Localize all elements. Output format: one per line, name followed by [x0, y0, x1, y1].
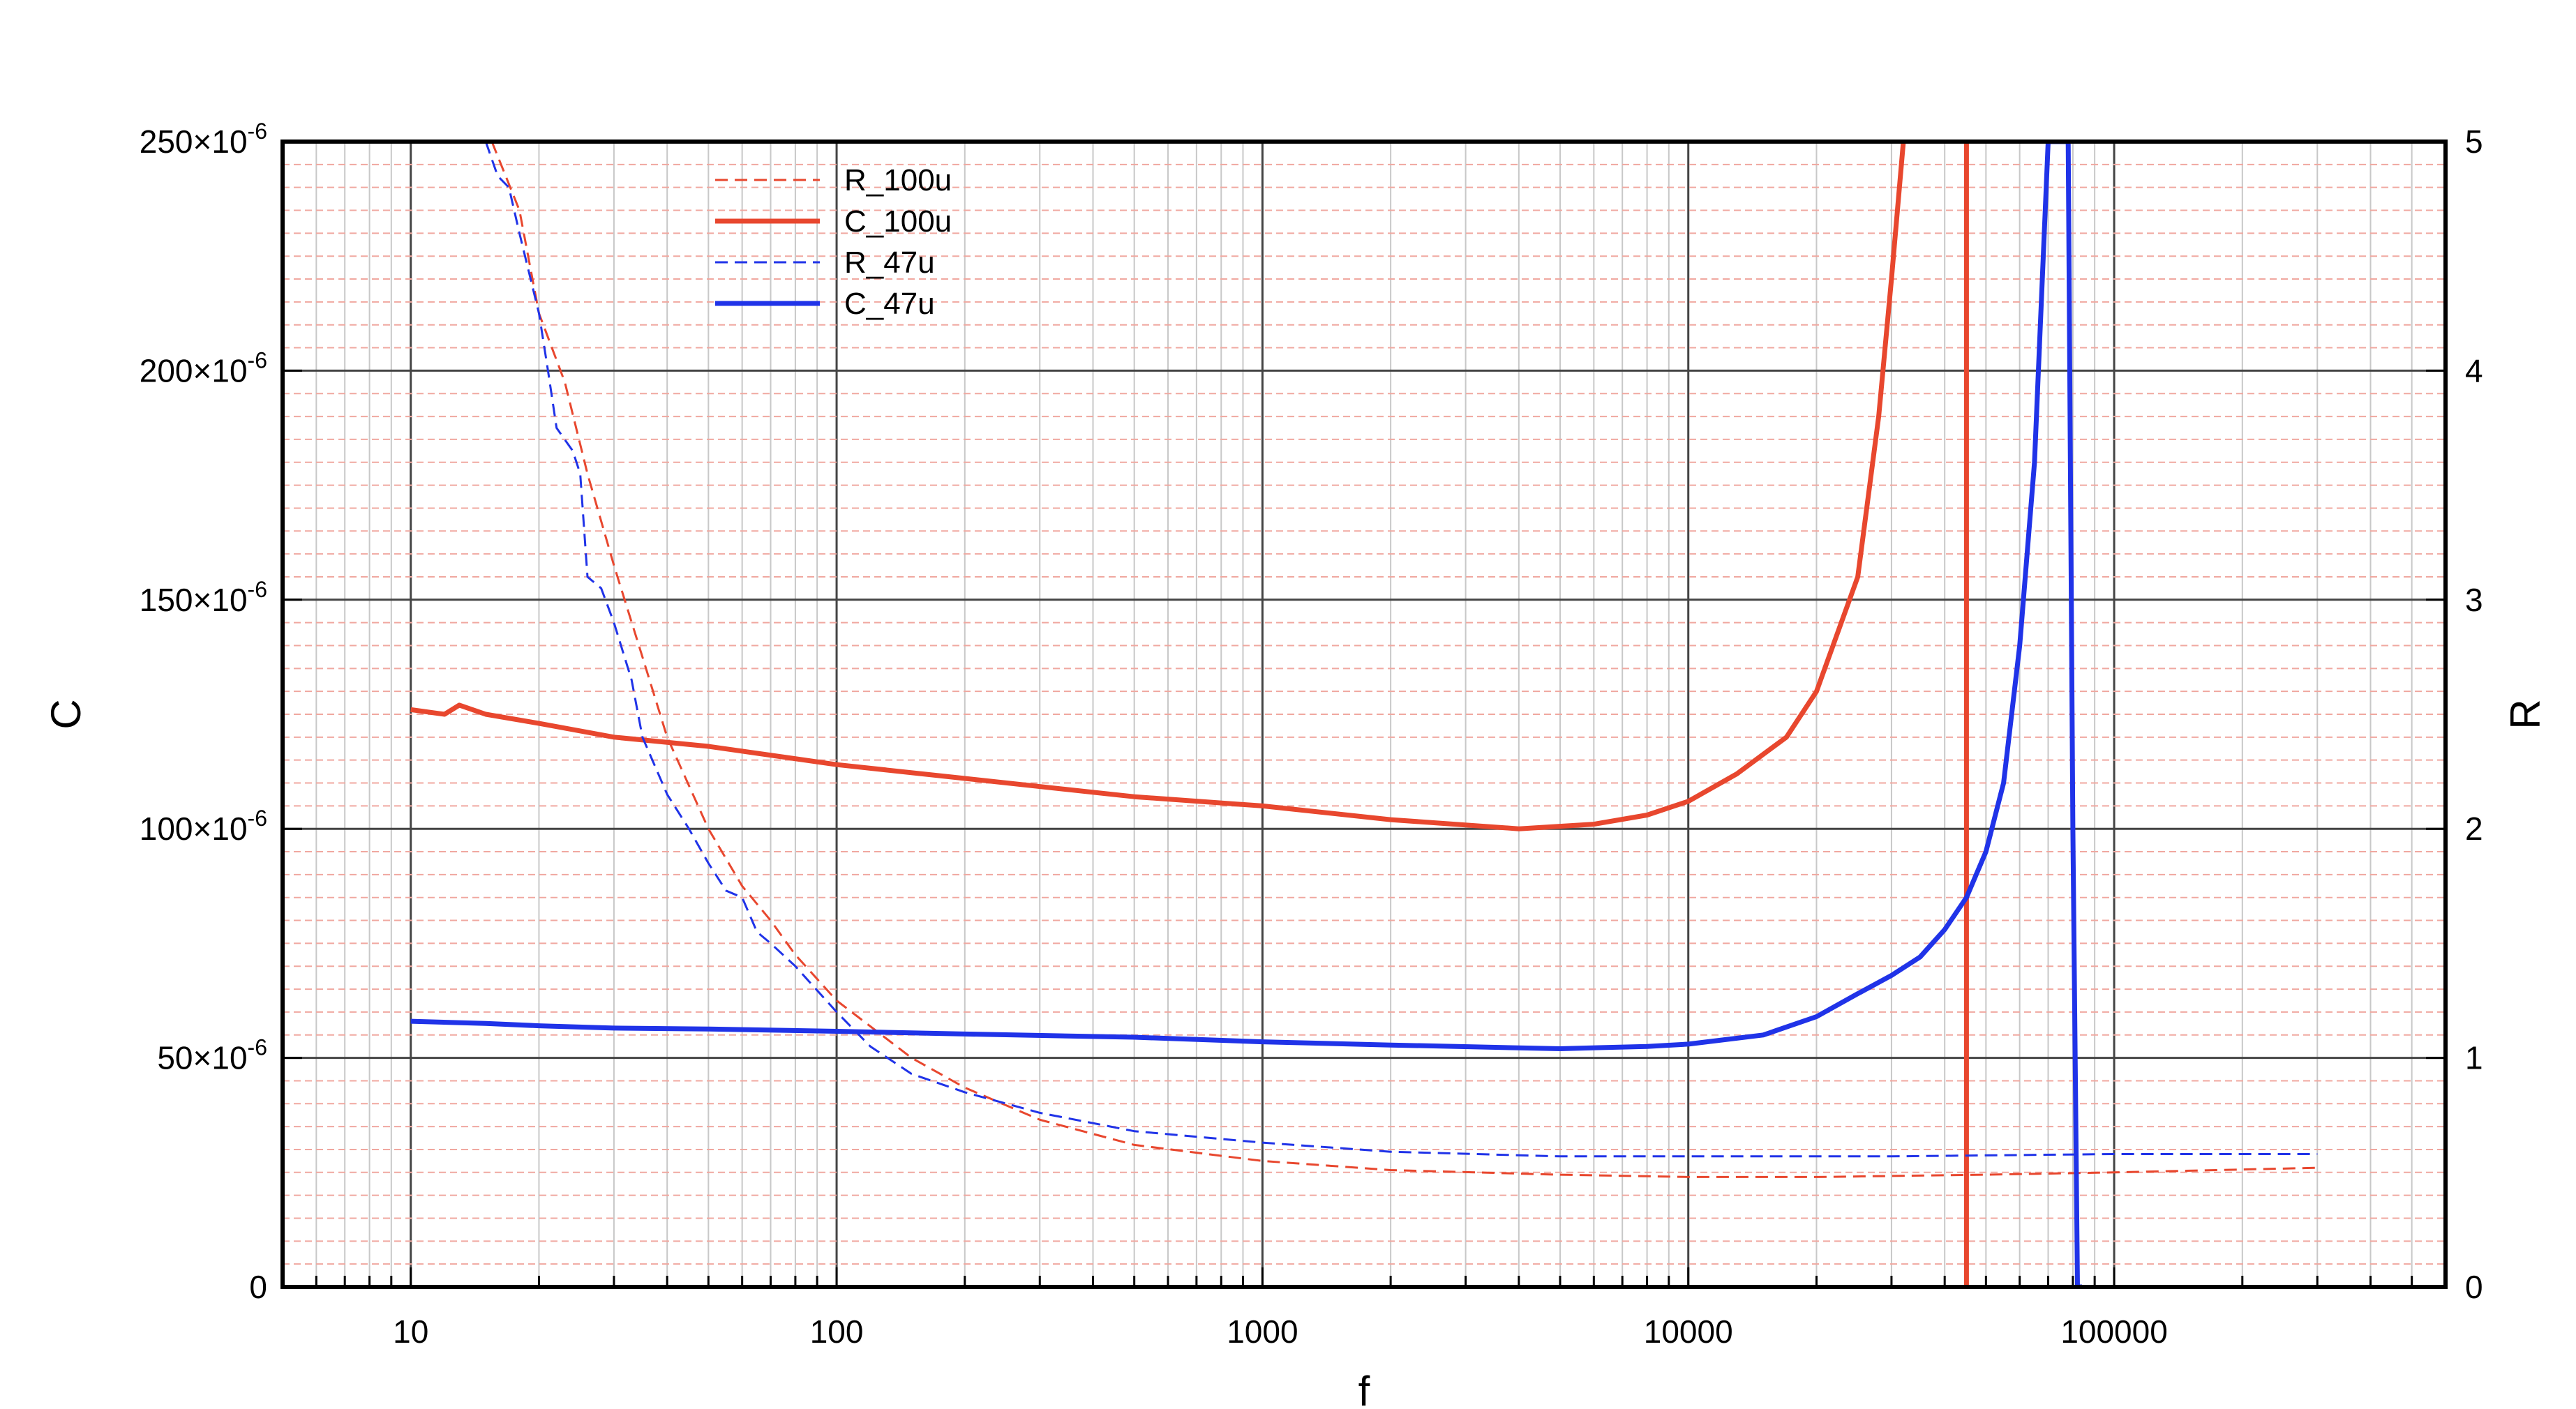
- grid: [282, 142, 2446, 1287]
- series-line-c_100u: [410, 142, 1906, 831]
- y-left-tick-label: 50×10-6: [157, 1035, 267, 1076]
- y-left-tick-label: 0: [249, 1269, 267, 1305]
- y-left-tick-label: 150×10-6: [140, 577, 267, 618]
- series-line-r_100u: [491, 142, 2318, 1178]
- series-layer: [410, 142, 2318, 1287]
- legend-label: C_100u: [844, 204, 952, 239]
- y-left-tick-label: 250×10-6: [140, 119, 267, 160]
- x-tick-label: 1000: [1227, 1313, 1298, 1350]
- x-tick-label: 100000: [2060, 1313, 2168, 1350]
- series-line-c_47u: [410, 142, 2082, 1287]
- y-left-tick-label: 200×10-6: [140, 347, 267, 389]
- x-tick-label: 10: [393, 1313, 428, 1350]
- plot-frame: [280, 140, 2448, 1289]
- y-right-tick-label: 2: [2465, 811, 2483, 847]
- y-right-tick-label: 0: [2465, 1269, 2483, 1305]
- legend-label: R_100u: [844, 163, 952, 197]
- x-tick-label: 10000: [1644, 1313, 1733, 1350]
- y-right-tick-label: 5: [2465, 123, 2483, 160]
- x-tick-label: 100: [810, 1313, 864, 1350]
- x-axis-title: f: [1358, 1368, 1370, 1409]
- y-axis-left-title: C: [43, 699, 89, 729]
- tick-labels: 10 100 1000 10000 100000050×10-6100×10-6150×…: [140, 119, 2483, 1350]
- tick-marks: [281, 140, 2447, 1288]
- series-line-r_47u: [484, 142, 2318, 1158]
- y-right-tick-label: 4: [2465, 352, 2483, 389]
- y-axis-right-title: R: [2502, 699, 2549, 729]
- legend-label: C_47u: [844, 287, 935, 321]
- legend: R_100u C_100u R_47u C_47u: [715, 163, 952, 321]
- y-right-tick-label: 1: [2465, 1040, 2483, 1076]
- y-right-tick-label: 3: [2465, 582, 2483, 618]
- y-left-tick-label: 100×10-6: [140, 806, 267, 847]
- legend-label: R_47u: [844, 246, 935, 280]
